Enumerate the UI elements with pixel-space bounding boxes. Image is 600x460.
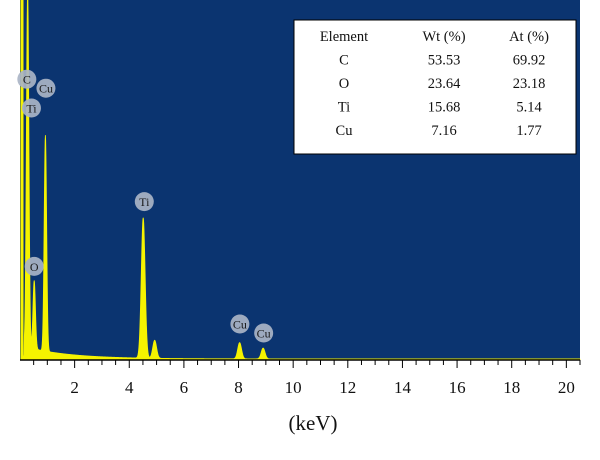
x-tick-label: 10 (285, 378, 302, 397)
peak-label: Cu (254, 323, 274, 343)
table-cell: C (339, 53, 349, 69)
peak-label: O (24, 256, 44, 276)
x-axis-title: (keV) (289, 411, 338, 435)
svg-text:Cu: Cu (39, 82, 53, 96)
table-cell: 69.92 (513, 53, 546, 69)
table-cell: 7.16 (431, 123, 456, 139)
x-tick-label: 20 (558, 378, 575, 397)
x-tick-label: 2 (70, 378, 79, 397)
table-header-cell: At (%) (509, 29, 549, 45)
x-tick-label: 6 (180, 378, 189, 397)
x-tick-label: 12 (339, 378, 356, 397)
x-tick-label: 8 (234, 378, 243, 397)
table-header-cell: Wt (%) (422, 29, 465, 45)
table-cell: O (339, 76, 349, 92)
composition-table: Element Wt (%) At (%) C 53.53 69.92 O 23.64 23.1… (293, 19, 577, 155)
peak-label: Ti (21, 98, 41, 118)
x-tick-label: 4 (125, 378, 134, 397)
spectrum-layer (20, 0, 581, 361)
svg-text:Cu: Cu (233, 318, 247, 332)
table-cell: Ti (338, 100, 350, 116)
svg-text:O: O (30, 260, 39, 274)
svg-text:Cu: Cu (257, 327, 271, 341)
peak-label: Cu (230, 314, 250, 334)
table-header-cell: Element (320, 29, 368, 45)
peak-label: C (17, 69, 37, 89)
svg-text:Ti: Ti (26, 102, 37, 116)
table-cell: 1.77 (516, 123, 541, 139)
table-cell: 23.64 (428, 76, 461, 92)
svg-text:Ti: Ti (139, 195, 150, 209)
table-cell: 15.68 (428, 100, 461, 116)
x-axis: 2 4 6 8 10 12 14 16 18 20 (20, 359, 581, 397)
x-tick-label: 16 (449, 378, 466, 397)
table-cell: Cu (336, 123, 353, 139)
table-cell: 5.14 (516, 100, 542, 116)
peak-label: Ti (134, 192, 154, 212)
table-cell: 23.18 (513, 76, 546, 92)
x-tick-label: 18 (503, 378, 520, 397)
table-box (293, 19, 577, 155)
table-cell: 53.53 (428, 53, 461, 69)
svg-text:C: C (23, 73, 31, 87)
x-tick-label: 14 (394, 378, 412, 397)
peak-label: Cu (36, 78, 56, 98)
spectrum-area (20, 0, 581, 361)
